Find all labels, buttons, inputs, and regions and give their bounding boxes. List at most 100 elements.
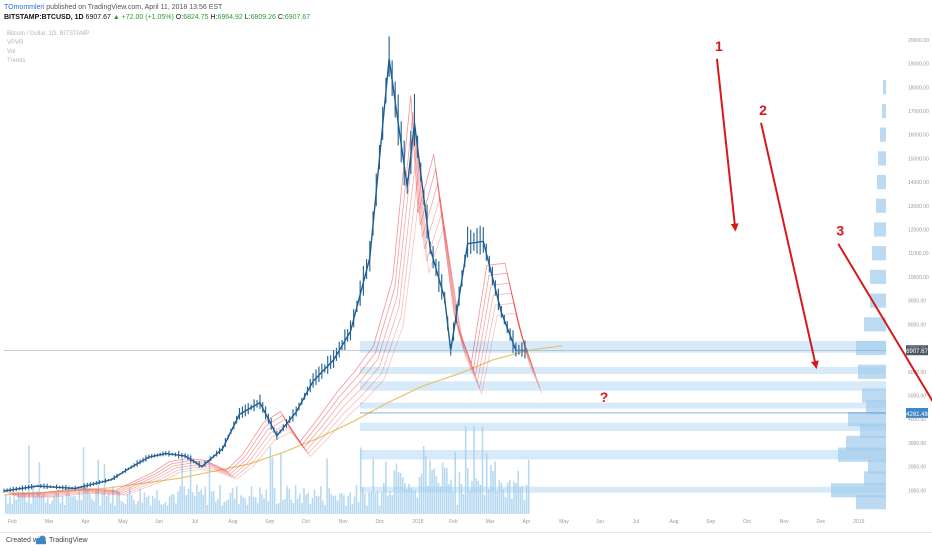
volume-bar <box>233 498 236 514</box>
volume-bar <box>525 484 528 514</box>
volume-bar <box>141 502 144 514</box>
volume-bar <box>131 495 133 514</box>
volume-profile-bar <box>878 151 886 166</box>
volume-bar <box>315 496 318 514</box>
wave-label: 3 <box>836 223 844 239</box>
volume-bar <box>80 500 83 514</box>
volume-zone <box>360 486 886 493</box>
volume-bar <box>502 489 505 514</box>
volume-profile-bar <box>880 127 886 142</box>
volume-bar <box>343 495 345 514</box>
x-tick-label: Apr <box>82 519 90 525</box>
chart-area[interactable]: 6907.67 4261.48 1000.00 2000.00 3000.00 4000.… <box>0 24 932 527</box>
volume-bar <box>490 465 492 514</box>
volume-bar <box>179 486 181 514</box>
volume-bar <box>278 503 280 514</box>
volume-bar <box>406 488 408 514</box>
ohlc-line: BITSTAMP:BTCUSD, 1D 6907.67 ▲ +72.00 (+1… <box>4 13 924 22</box>
volume-profile-bar <box>862 388 886 403</box>
volume-bar <box>5 495 7 514</box>
question-label: ? <box>600 389 609 405</box>
volume-profile-bar <box>876 198 886 213</box>
chart-header: TOmommleri published on TradingView.com,… <box>4 3 924 25</box>
volume-bar <box>435 476 438 514</box>
author-link[interactable]: TOmommleri <box>4 4 45 11</box>
volume-zone <box>360 449 886 460</box>
volume-bar <box>219 484 221 514</box>
volume-bar <box>273 488 276 514</box>
volume-zone <box>360 422 886 432</box>
volume-bar <box>460 483 463 514</box>
volume-bar <box>462 494 465 514</box>
volume-bar <box>347 495 349 514</box>
volume-zone <box>360 402 886 409</box>
volume-bar <box>55 492 57 514</box>
close-label: C: <box>277 14 285 21</box>
volume-bar <box>250 486 253 514</box>
y-tick-label: 8000.00 <box>908 322 926 328</box>
volume-profile-bar <box>846 435 886 450</box>
volume-bar <box>185 495 188 514</box>
volume-bar <box>107 493 110 514</box>
volume-profile-bar <box>860 423 886 439</box>
volume-bar <box>21 491 24 514</box>
volume-profile-bar <box>872 246 886 261</box>
volume-bar <box>418 477 421 514</box>
volume-bar <box>175 503 177 514</box>
volume-bar <box>303 487 305 514</box>
legend-vpvr: VPVR <box>7 40 24 46</box>
volume-bar <box>458 472 461 514</box>
volume-bar <box>202 494 204 514</box>
price-chart[interactable]: 6907.67 4261.48 1000.00 2000.00 3000.00 4000.… <box>0 24 932 527</box>
volume-bar <box>181 455 183 514</box>
last-price: 6907.67 <box>85 14 111 21</box>
x-tick-label: Sep <box>706 519 715 525</box>
volume-bar <box>133 499 135 514</box>
volume-bar <box>332 495 335 514</box>
volume-bar <box>397 472 400 514</box>
volume-bar <box>93 501 95 514</box>
volume-bar <box>118 491 120 514</box>
volume-profile-bar <box>866 400 886 415</box>
volume-bar <box>280 453 282 514</box>
volume-bar <box>51 500 53 514</box>
volume-bar <box>38 462 41 514</box>
volume-bar <box>479 484 482 514</box>
volume-bar <box>244 498 246 514</box>
volume-bar <box>527 459 530 514</box>
volume-bar <box>242 497 244 514</box>
volume-bar <box>217 499 219 514</box>
trend-arrow <box>837 243 932 403</box>
volume-bar <box>103 464 106 514</box>
volume-bar <box>467 468 469 514</box>
x-tick-label: Nov <box>339 519 348 525</box>
current-price-label: 6907.67 <box>906 349 928 355</box>
volume-bar <box>450 479 452 514</box>
volume-bar <box>170 494 173 514</box>
volume-bar <box>427 485 429 514</box>
volume-bar <box>414 490 417 514</box>
volume-profile <box>831 80 886 510</box>
volume-bar <box>320 486 322 514</box>
volume-bar <box>471 481 473 514</box>
volume-bar <box>286 485 288 514</box>
volume-bar <box>395 463 398 514</box>
volume-profile-bar <box>883 80 886 95</box>
volume-profile-bar <box>877 174 886 190</box>
volume-bar <box>240 495 242 514</box>
volume-profile-bar <box>858 364 886 379</box>
y-tick-label: 18000.00 <box>908 85 929 91</box>
volume-zone <box>360 340 886 353</box>
volume-bar <box>376 491 379 514</box>
volume-bar <box>183 486 186 514</box>
volume-bar <box>492 471 494 514</box>
footer-brand[interactable]: TradingView <box>49 537 88 544</box>
volume-profile-bar <box>838 447 886 462</box>
volume-bar <box>336 500 339 514</box>
y-tick-label: 9000.00 <box>908 299 926 305</box>
close-value: 6907.67 <box>284 14 311 21</box>
volume-bar <box>101 493 104 514</box>
volume-bar <box>359 447 362 514</box>
y-tick-label: 12000.00 <box>908 228 929 234</box>
volume-bar <box>299 493 301 514</box>
